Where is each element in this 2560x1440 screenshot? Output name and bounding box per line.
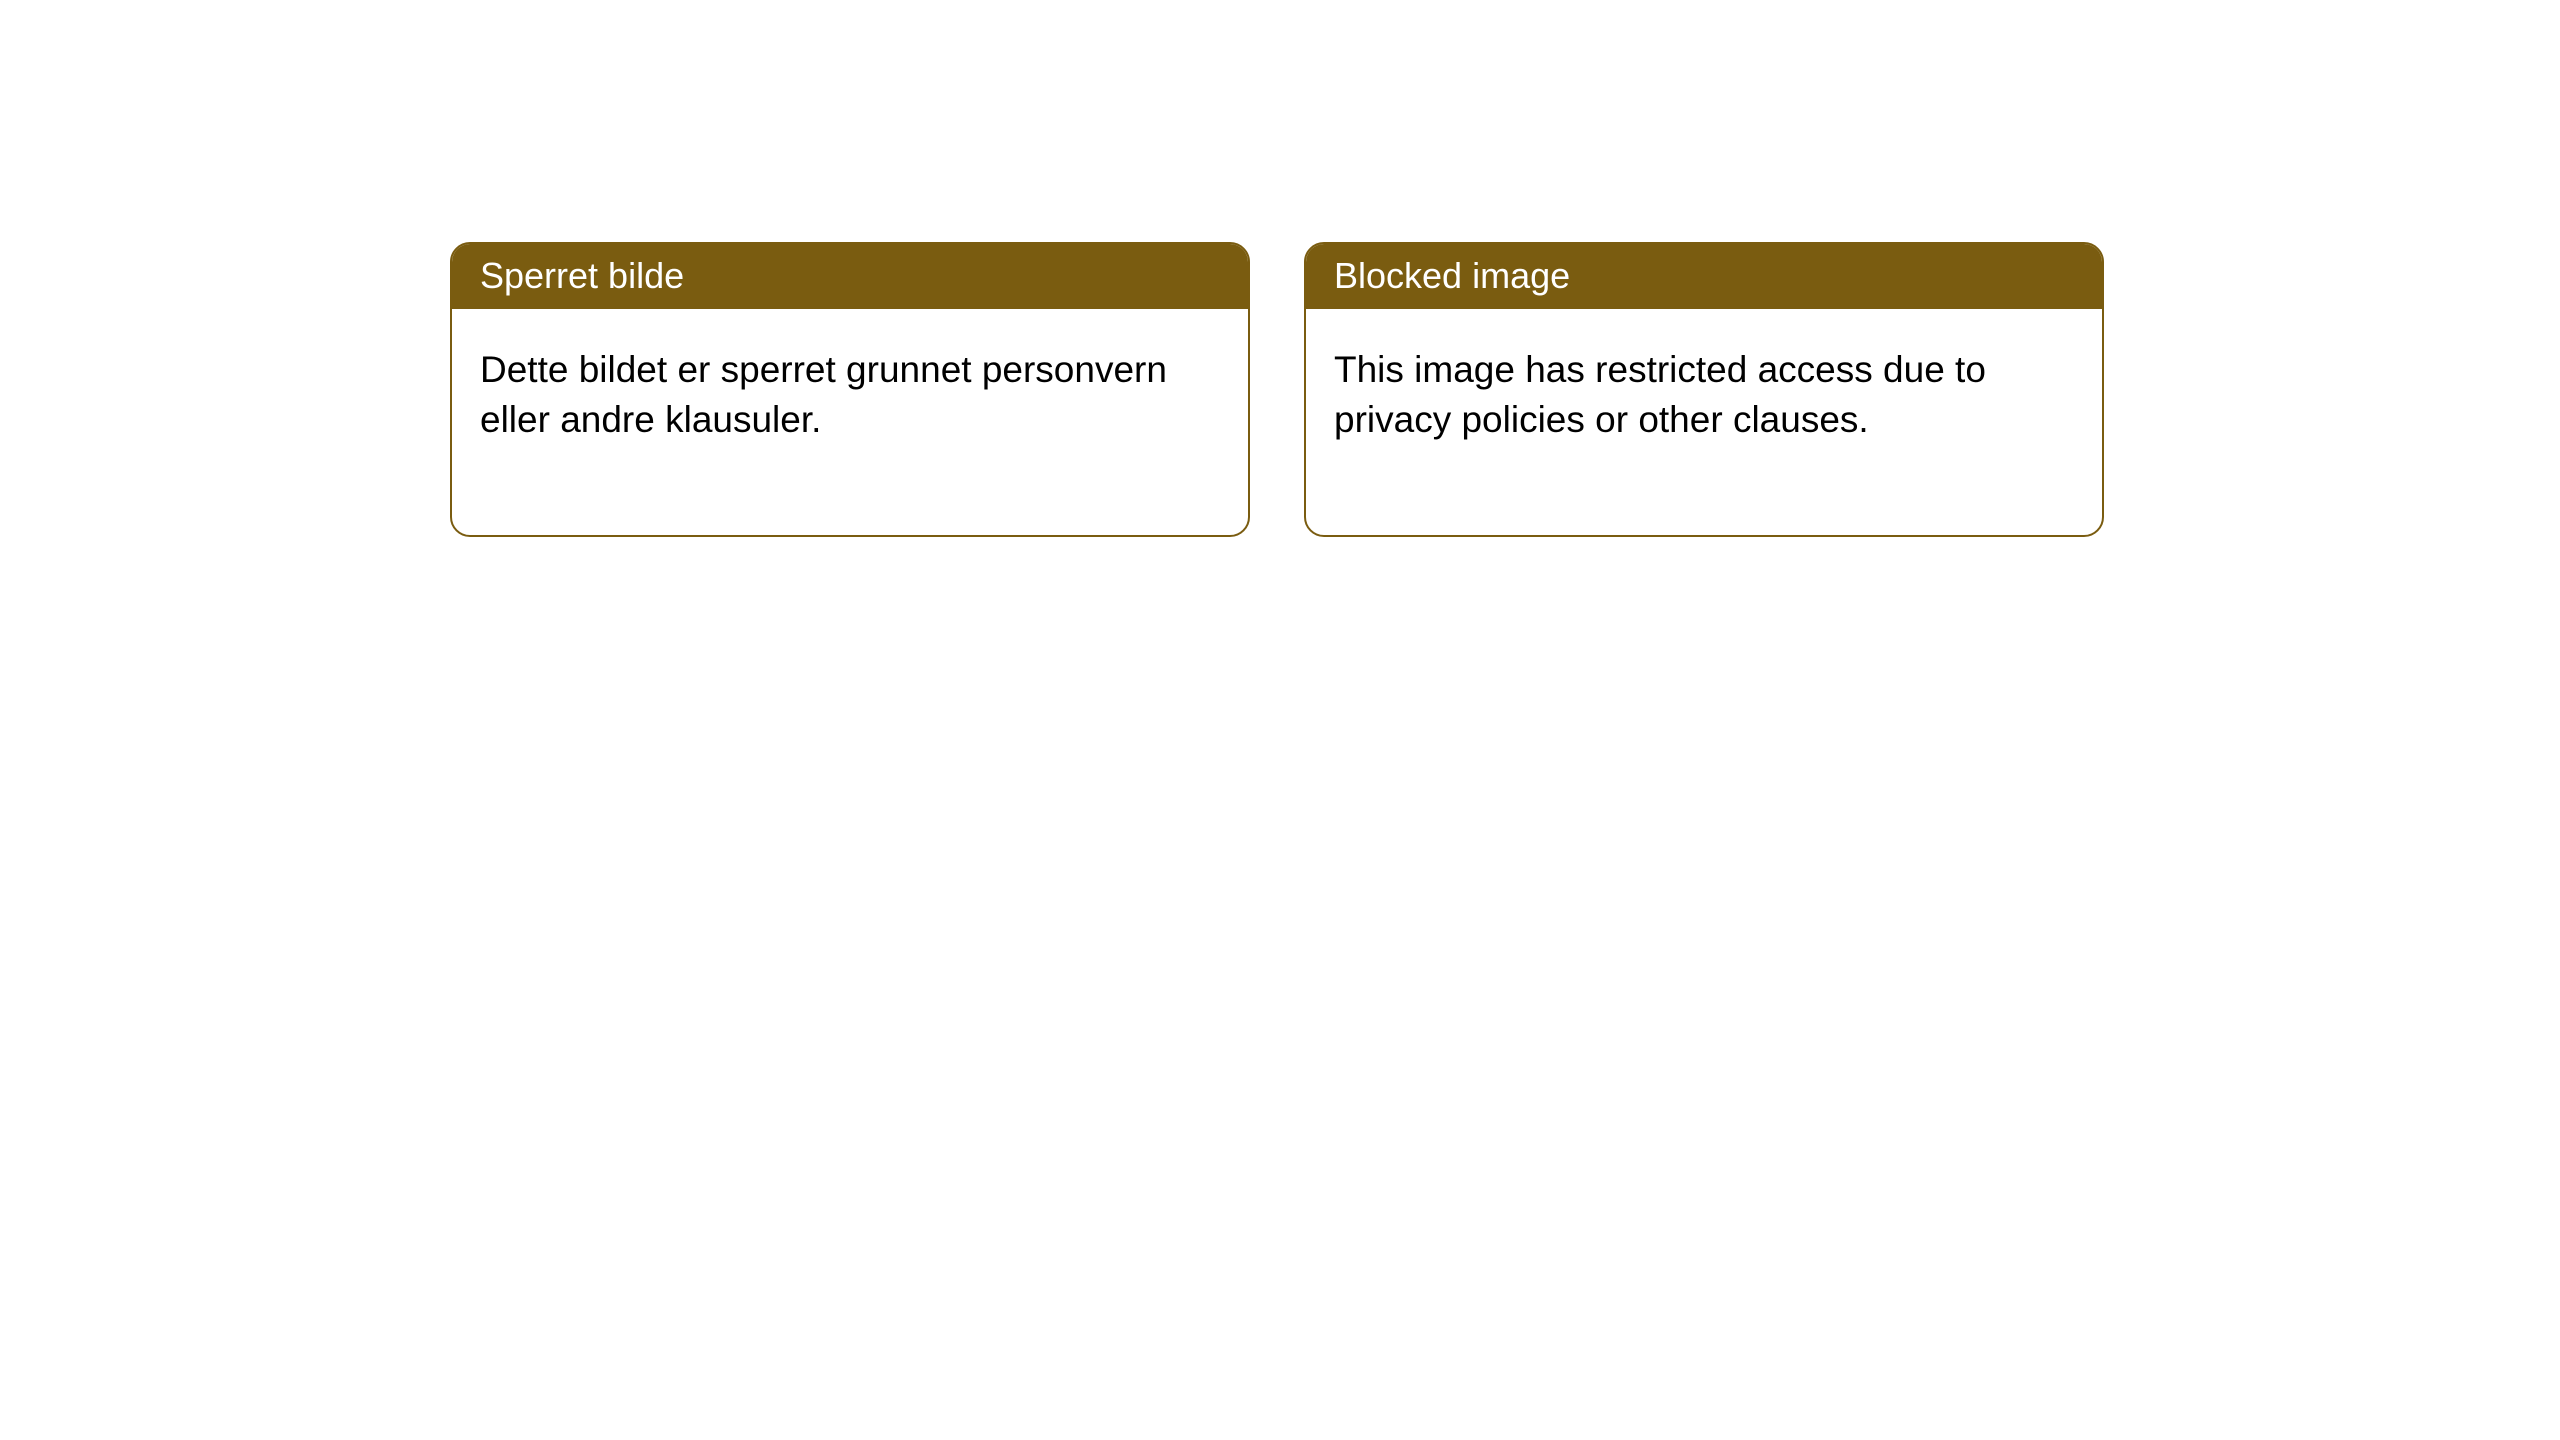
notice-card-norwegian: Sperret bilde Dette bildet er sperret gr…	[450, 242, 1250, 537]
notice-container: Sperret bilde Dette bildet er sperret gr…	[0, 0, 2560, 537]
notice-header: Blocked image	[1306, 244, 2102, 309]
notice-body: This image has restricted access due to …	[1306, 309, 2102, 535]
notice-card-english: Blocked image This image has restricted …	[1304, 242, 2104, 537]
notice-header: Sperret bilde	[452, 244, 1248, 309]
notice-body: Dette bildet er sperret grunnet personve…	[452, 309, 1248, 535]
